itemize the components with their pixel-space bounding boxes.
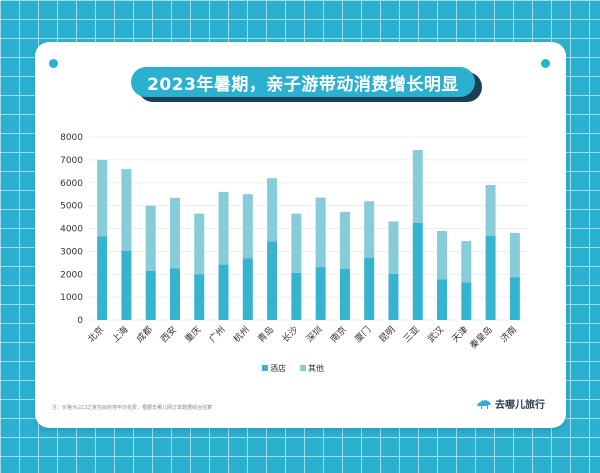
y-tick-label: 8000 [60, 133, 83, 143]
bar-other [388, 221, 399, 274]
x-tick-label: 北京 [85, 324, 106, 345]
x-tick-label: 上海 [109, 324, 130, 345]
y-tick-label: 6000 [60, 179, 83, 189]
bar-other [121, 169, 132, 251]
bar-other [97, 159, 108, 237]
legend-swatch [262, 365, 268, 371]
bar-hotel [461, 282, 472, 320]
x-tick-label: 深圳 [304, 324, 325, 345]
bar-other [485, 185, 496, 237]
card-corner-dot [541, 59, 550, 68]
camel-icon [477, 399, 491, 409]
bar-other [145, 205, 156, 271]
bar-other [218, 191, 229, 265]
x-tick-label: 长沙 [279, 324, 300, 345]
brand-name: 去哪儿旅行 [495, 400, 545, 411]
bar-hotel [145, 270, 156, 320]
bar-hotel [315, 267, 326, 320]
bar-hotel [97, 236, 108, 320]
bar-hotel [291, 272, 302, 320]
bar-hotel [485, 236, 496, 320]
bar-other [267, 178, 278, 242]
x-tick-label: 成都 [134, 324, 155, 345]
x-tick-label: 广州 [206, 324, 227, 345]
bar-other [194, 213, 205, 275]
brand-logo: 去哪儿旅行 [476, 396, 545, 411]
bar-hotel [437, 279, 448, 320]
bar-other [437, 231, 448, 280]
x-tick-label: 青岛 [255, 324, 276, 345]
y-tick-label: 1000 [60, 293, 83, 303]
x-tick-label: 南京 [328, 324, 349, 345]
legend-label: 酒店 [270, 363, 286, 373]
x-tick-label: 济南 [498, 324, 519, 345]
legend-swatch [300, 365, 306, 371]
y-tick-label: 5000 [60, 202, 83, 212]
bar-hotel [194, 274, 205, 320]
x-tick-label: 三亚 [401, 324, 422, 345]
bar-hotel [267, 241, 278, 320]
bar-other [291, 213, 302, 273]
x-tick-label: 杭州 [231, 324, 252, 345]
x-tick-label: 重庆 [182, 324, 203, 345]
y-tick-label: 3000 [60, 247, 83, 257]
x-tick-label: 厦门 [352, 324, 373, 345]
y-tick-label: 7000 [60, 156, 83, 166]
chart-title: 2023年暑期，亲子游带动消费增长明显 [131, 67, 475, 97]
bar-hotel [364, 257, 375, 320]
y-tick-label: 2000 [60, 270, 83, 280]
bar-other [169, 197, 180, 269]
bar-other [339, 211, 350, 269]
x-tick-label: 天津 [450, 324, 471, 345]
legend-label: 其他 [308, 363, 324, 373]
bar-hotel [242, 258, 253, 320]
x-tick-label: 秦皇岛 [467, 324, 495, 352]
bar-other [242, 194, 253, 259]
y-tick-label: 4000 [60, 225, 83, 235]
bar-hotel [218, 264, 229, 320]
x-tick-label: 武汉 [425, 324, 446, 345]
footnote: 注：价格为三口之家在目的地平均花费，根据去哪儿网订单数据综合估算 [52, 405, 213, 411]
y-tick-label: 0 [77, 316, 83, 326]
bar-hotel [509, 277, 520, 320]
bar-hotel [412, 222, 423, 320]
bar-other [364, 201, 375, 258]
bar-hotel [169, 268, 180, 320]
x-tick-label: 西安 [158, 324, 179, 345]
card-corner-dot [49, 59, 58, 68]
bar-other [461, 241, 472, 283]
x-tick-label: 昆明 [377, 324, 398, 345]
bar-other [509, 232, 520, 278]
bar-hotel [388, 273, 399, 320]
bar-other [315, 197, 326, 268]
bar-other [412, 150, 423, 223]
bar-hotel [339, 268, 350, 320]
bar-hotel [121, 250, 132, 320]
